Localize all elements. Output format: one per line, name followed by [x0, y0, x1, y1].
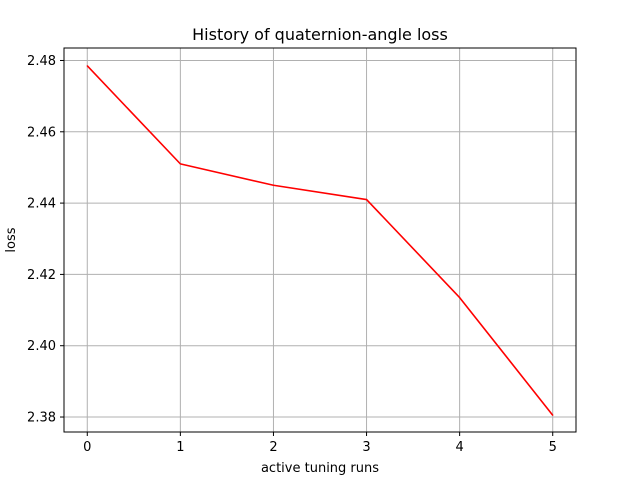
x-tick-label: 3 [362, 440, 370, 455]
data-point [552, 414, 554, 416]
series-line [86, 65, 554, 416]
y-axis-label: loss [4, 227, 19, 252]
data-point [86, 65, 88, 67]
data-point [272, 184, 275, 186]
x-tick-label: 5 [549, 440, 557, 455]
x-axis-label: active tuning runs [261, 461, 379, 476]
data-point [459, 296, 461, 299]
data-point [179, 163, 181, 165]
plot-frame [63, 47, 577, 433]
x-tick-label: 4 [455, 440, 463, 455]
data-point [365, 198, 368, 201]
x-axis-ticks: 0 1 2 3 4 5 [83, 432, 557, 455]
y-tick-label: 2.42 [27, 268, 56, 283]
y-tick-label: 2.46 [27, 125, 56, 140]
x-tick-label: 1 [176, 440, 184, 455]
x-tick-label: 2 [269, 440, 277, 455]
series-lines [86, 65, 554, 416]
chart-title: History of quaternion-angle loss [192, 25, 448, 44]
y-tick-label: 2.48 [27, 54, 56, 69]
y-tick-label: 2.38 [27, 411, 56, 426]
y-tick-label: 2.40 [27, 339, 56, 354]
y-axis-ticks: 2.38 2.40 2.42 2.44 2.46 2.48 [27, 54, 64, 426]
x-tick-label: 0 [83, 440, 91, 455]
y-tick-label: 2.44 [27, 197, 56, 212]
